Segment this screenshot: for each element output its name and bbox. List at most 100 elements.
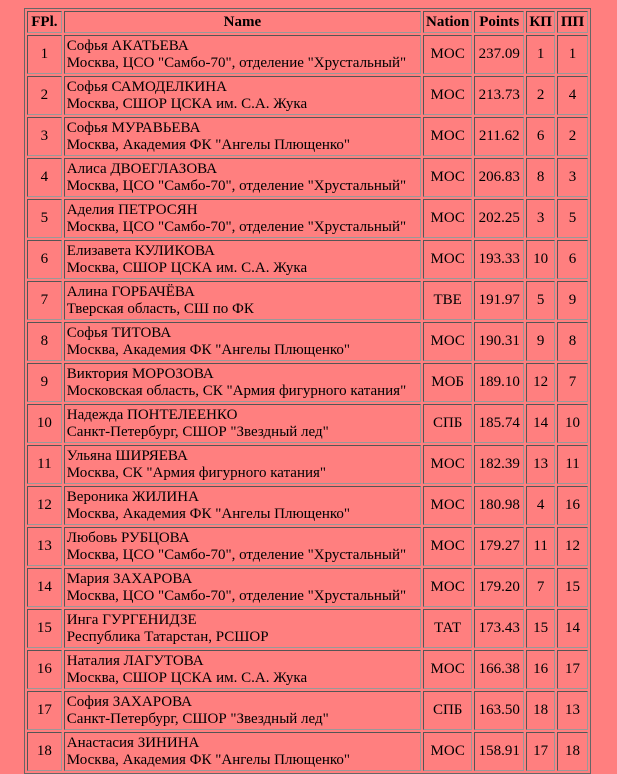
skater-name: Ульяна ШИРЯЕВА	[66, 447, 188, 464]
fs-place-cell: 2	[557, 117, 588, 156]
skater-club: Москва, СШОР ЦСКА им. С.А. Жука	[66, 669, 308, 686]
table-row: 9 Виктория МОРОЗОВА Московская область, СК…	[27, 363, 588, 402]
points-cell: 179.27	[474, 527, 525, 566]
header-sp: КП	[526, 11, 556, 33]
fs-place-cell: 8	[557, 322, 588, 361]
place-cell: 9	[27, 363, 62, 402]
sp-place-cell: 7	[526, 568, 556, 607]
sp-place-cell: 11	[526, 527, 556, 566]
header-fs: ПП	[557, 11, 588, 33]
sp-place-cell: 18	[526, 691, 556, 730]
skater-name: Алина ГОРБАЧЁВА	[66, 283, 195, 300]
skater-name: Любовь РУБЦОВА	[66, 529, 190, 546]
nation-cell: МОС	[423, 240, 473, 279]
name-cell: Софья МУРАВЬЕВА Москва, Академия ФК "Анге…	[63, 117, 421, 156]
table-row: 8 Софья ТИТОВА Москва, Академия ФК "Ангелы…	[27, 322, 588, 361]
table-row: 18 Анастасия ЗИНИНА Москва, Академия ФК "А…	[27, 732, 588, 771]
table-row: 7 Алина ГОРБАЧЁВА Тверская область, СШ по …	[27, 281, 588, 320]
table-row: 15 Инга ГУРГЕНИДЗЕ Республика Татарстан, Р…	[27, 609, 588, 648]
fs-place-cell: 7	[557, 363, 588, 402]
skater-name: Вероника ЖИЛИНА	[66, 488, 199, 505]
fs-place-cell: 18	[557, 732, 588, 771]
name-cell: Виктория МОРОЗОВА Московская область, СК …	[63, 363, 421, 402]
name-cell: София ЗАХАРОВА Санкт-Петербург, СШОР "Зве…	[63, 691, 421, 730]
sp-place-cell: 14	[526, 404, 556, 443]
points-cell: 213.73	[474, 76, 525, 115]
sp-place-cell: 9	[526, 322, 556, 361]
nation-cell: МОБ	[423, 363, 473, 402]
fs-place-cell: 5	[557, 199, 588, 238]
table-row: 10 Надежда ПОНТЕЛЕЕНКО Санкт-Петербург, СШ…	[27, 404, 588, 443]
nation-cell: ТВЕ	[423, 281, 473, 320]
table-row: 2 Софья САМОДЕЛКИНА Москва, СШОР ЦСКА им. …	[27, 76, 588, 115]
place-cell: 17	[27, 691, 62, 730]
sp-place-cell: 3	[526, 199, 556, 238]
place-cell: 1	[27, 35, 62, 74]
name-cell: Алиса ДВОЕГЛАЗОВА Москва, ЦСО "Самбо-70",…	[63, 158, 421, 197]
skater-club: Санкт-Петербург, СШОР "Звездный лед"	[66, 423, 329, 440]
name-cell: Алина ГОРБАЧЁВА Тверская область, СШ по Ф…	[63, 281, 421, 320]
skater-club: Москва, Академия ФК "Ангелы Плющенко"	[66, 341, 351, 358]
fs-place-cell: 17	[557, 650, 588, 689]
nation-cell: МОС	[423, 199, 473, 238]
nation-cell: МОС	[423, 76, 473, 115]
nation-cell: МОС	[423, 322, 473, 361]
nation-cell: МОС	[423, 35, 473, 74]
skater-club: Москва, ЦСО "Самбо-70", отделение "Хруст…	[66, 218, 407, 235]
sp-place-cell: 1	[526, 35, 556, 74]
skater-name: София ЗАХАРОВА	[66, 693, 192, 710]
skater-name: Надежда ПОНТЕЛЕЕНКО	[66, 406, 238, 423]
points-cell: 191.97	[474, 281, 525, 320]
nation-cell: МОС	[423, 486, 473, 525]
table-row: 6 Елизавета КУЛИКОВА Москва, СШОР ЦСКА им.…	[27, 240, 588, 279]
fs-place-cell: 10	[557, 404, 588, 443]
table-row: 1 Софья АКАТЬЕВА Москва, ЦСО "Самбо-70", о…	[27, 35, 588, 74]
name-cell: Софья САМОДЕЛКИНА Москва, СШОР ЦСКА им. С…	[63, 76, 421, 115]
sp-place-cell: 15	[526, 609, 556, 648]
nation-cell: СПБ	[423, 404, 473, 443]
skater-name: Виктория МОРОЗОВА	[66, 365, 214, 382]
table-row: 14 Мария ЗАХАРОВА Москва, ЦСО "Самбо-70", …	[27, 568, 588, 607]
sp-place-cell: 16	[526, 650, 556, 689]
place-cell: 16	[27, 650, 62, 689]
skater-name: Софья МУРАВЬЕВА	[66, 119, 201, 136]
header-row: FPl. Name Nation Points КП ПП	[27, 11, 588, 33]
table-row: 4 Алиса ДВОЕГЛАЗОВА Москва, ЦСО "Самбо-70"…	[27, 158, 588, 197]
fs-place-cell: 6	[557, 240, 588, 279]
place-cell: 12	[27, 486, 62, 525]
fs-place-cell: 12	[557, 527, 588, 566]
name-cell: Инга ГУРГЕНИДЗЕ Республика Татарстан, РСШ…	[63, 609, 421, 648]
points-cell: 180.98	[474, 486, 525, 525]
nation-cell: МОС	[423, 650, 473, 689]
table-row: 3 Софья МУРАВЬЕВА Москва, Академия ФК "Анг…	[27, 117, 588, 156]
header-points: Points	[474, 11, 525, 33]
table-row: 12 Вероника ЖИЛИНА Москва, Академия ФК "Ан…	[27, 486, 588, 525]
nation-cell: МОС	[423, 445, 473, 484]
points-cell: 182.39	[474, 445, 525, 484]
sp-place-cell: 5	[526, 281, 556, 320]
sp-place-cell: 12	[526, 363, 556, 402]
place-cell: 2	[27, 76, 62, 115]
sp-place-cell: 4	[526, 486, 556, 525]
skater-name: Анастасия ЗИНИНА	[66, 734, 200, 751]
results-table: FPl. Name Nation Points КП ПП 1 Софья АКА…	[24, 8, 591, 774]
place-cell: 7	[27, 281, 62, 320]
skater-name: Мария ЗАХАРОВА	[66, 570, 193, 587]
fs-place-cell: 15	[557, 568, 588, 607]
place-cell: 10	[27, 404, 62, 443]
skater-club: Москва, Академия ФК "Ангелы Плющенко"	[66, 136, 351, 153]
name-cell: Вероника ЖИЛИНА Москва, Академия ФК "Анге…	[63, 486, 421, 525]
sp-place-cell: 13	[526, 445, 556, 484]
header-place: FPl.	[27, 11, 62, 33]
skater-name: Софья ТИТОВА	[66, 324, 172, 341]
skater-name: Аделия ПЕТРОСЯН	[66, 201, 198, 218]
fs-place-cell: 1	[557, 35, 588, 74]
nation-cell: МОС	[423, 732, 473, 771]
skater-name: Софья САМОДЕЛКИНА	[66, 78, 227, 95]
nation-cell: МОС	[423, 527, 473, 566]
skater-club: Москва, ЦСО "Самбо-70", отделение "Хруст…	[66, 587, 407, 604]
skater-club: Москва, Академия ФК "Ангелы Плющенко"	[66, 751, 351, 768]
fs-place-cell: 3	[557, 158, 588, 197]
sp-place-cell: 8	[526, 158, 556, 197]
sp-place-cell: 6	[526, 117, 556, 156]
